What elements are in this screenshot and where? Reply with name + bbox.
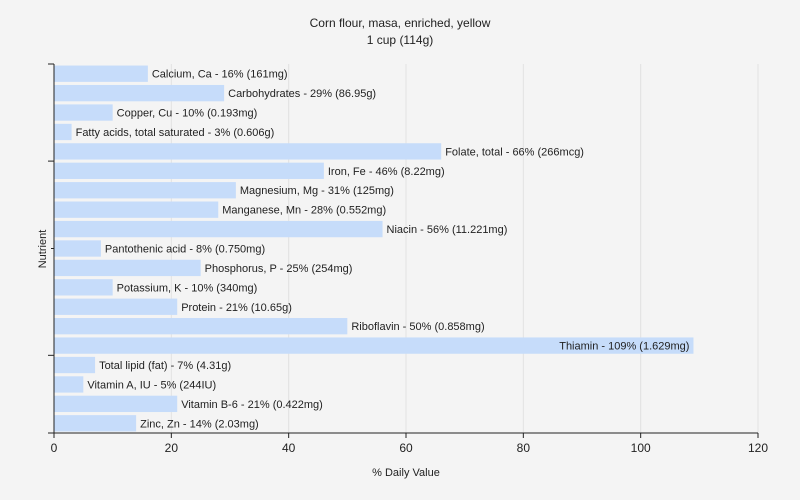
bar-label: Pantothenic acid - 8% (0.750mg) (105, 244, 265, 256)
bar (54, 201, 219, 218)
bar-label: Vitamin B-6 - 21% (0.422mg) (181, 399, 323, 411)
bar (54, 162, 324, 179)
bar-label: Fatty acids, total saturated - 3% (0.606… (76, 127, 275, 139)
bar (54, 182, 236, 199)
bar-label: Zinc, Zn - 14% (2.03mg) (140, 418, 259, 430)
bar-label: Potassium, K - 10% (340mg) (117, 282, 258, 294)
x-tick-label: 40 (282, 441, 296, 455)
bar (54, 220, 383, 238)
bar (54, 337, 694, 354)
chart-subtitle: 1 cup (114g) (367, 33, 434, 47)
x-tick-label: 100 (631, 441, 651, 455)
bar-label: Calcium, Ca - 16% (161mg) (152, 69, 288, 81)
bar (54, 123, 72, 141)
bar (54, 415, 137, 432)
x-tick-labels: 0 20 40 60 80 100 120 (51, 441, 769, 455)
x-tick-label: 120 (748, 441, 768, 455)
chart-title: Corn flour, masa, enriched, yellow (310, 16, 491, 30)
bar (54, 143, 442, 160)
bar (54, 104, 113, 121)
bar (54, 298, 178, 315)
x-tick-label: 0 (51, 441, 58, 455)
bar (54, 356, 96, 374)
bar-label: Manganese, Mn - 28% (0.552mg) (222, 205, 386, 217)
bar-label: Vitamin A, IU - 5% (244IU) (87, 379, 216, 391)
bar-label: Protein - 21% (10.65g) (181, 302, 292, 314)
bar-label: Total lipid (fat) - 7% (4.31g) (99, 360, 231, 372)
axes (48, 63, 759, 438)
x-tick-label: 60 (399, 441, 413, 455)
bar (54, 259, 201, 277)
bar-label: Niacin - 56% (11.221mg) (387, 224, 508, 236)
bar-label: Folate, total - 66% (266mcg) (445, 146, 584, 158)
bar (54, 240, 101, 257)
bar (54, 279, 113, 296)
x-tick-label: 20 (165, 441, 179, 455)
bar (54, 65, 148, 82)
bar-label: Phosphorus, P - 25% (254mg) (205, 263, 353, 275)
bar-label: Carbohydrates - 29% (86.95g) (228, 88, 376, 100)
grid-lines (170, 64, 759, 433)
bar-label: Copper, Cu - 10% (0.193mg) (117, 108, 258, 120)
bars: Calcium, Ca - 16% (161mg) Carbohydrates -… (54, 65, 694, 432)
bar (54, 318, 348, 335)
x-axis-title: % Daily Value (372, 467, 440, 479)
x-tick-label: 80 (517, 441, 531, 455)
bar-label: Riboflavin - 50% (0.858mg) (351, 321, 484, 333)
bar-label: Iron, Fe - 46% (8.22mg) (328, 166, 445, 178)
y-axis-title: Nutrient (37, 230, 49, 269)
bar-label: Magnesium, Mg - 31% (125mg) (240, 185, 394, 197)
bar (54, 395, 178, 413)
bar (54, 376, 84, 393)
bar (54, 84, 225, 102)
bar-label: Thiamin - 109% (1.629mg) (559, 341, 689, 353)
